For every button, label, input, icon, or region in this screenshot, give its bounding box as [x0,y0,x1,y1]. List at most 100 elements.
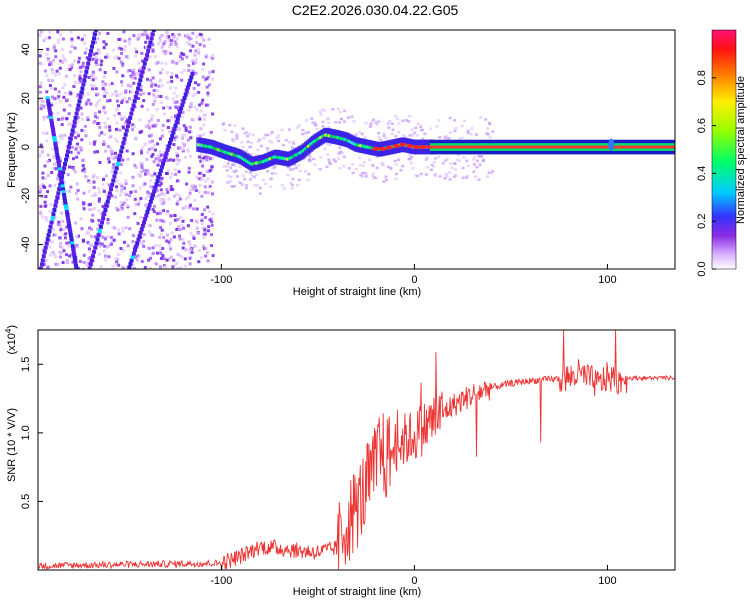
noise-pixel [140,151,143,155]
snr-x-ticks: -100 0 100 [210,565,617,587]
noise-pixel [46,115,50,119]
streak-segment [48,113,53,118]
noise-pixel [168,45,172,49]
noise-pixel [185,197,189,201]
noise-pixel [179,55,182,59]
noise-pixel [91,213,95,217]
noise-pixel [122,201,126,205]
noise-pixel [191,44,195,48]
haze-pixel [419,125,423,128]
haze-pixel [479,116,482,119]
noise-pixel [52,48,56,52]
noise-pixel [187,92,191,96]
haze-pixel [282,187,286,190]
haze-pixel [394,172,398,176]
haze-pixel [434,174,437,178]
streak-segment [68,232,73,237]
noise-pixel [165,258,169,262]
noise-pixel [200,101,204,105]
noise-pixel [48,253,52,257]
haze-pixel [222,165,226,168]
snr-y-tick-label: 0.5 [20,494,32,509]
noise-pixel [89,255,93,259]
noise-pixel [83,41,87,45]
noise-pixel [142,240,145,243]
streak-segment [82,78,87,83]
noise-pixel [209,130,213,134]
haze-pixel [245,149,249,152]
noise-pixel [84,134,88,138]
noise-pixel [153,96,157,100]
noise-pixel [174,115,178,118]
haze-pixel [396,117,400,121]
haze-pixel [242,132,246,135]
noise-pixel [48,61,52,65]
noise-pixel [80,112,84,116]
noise-pixel [208,209,211,213]
noise-pixel [147,120,151,124]
haze-pixel [391,128,395,131]
noise-pixel [48,245,52,249]
noise-pixel [121,74,125,78]
noise-pixel [187,240,191,244]
noise-pixel [203,185,207,189]
haze-pixel [292,142,296,145]
noise-pixel [201,75,205,79]
noise-pixel [60,137,64,141]
haze-pixel [454,168,457,171]
haze-pixel [433,157,437,160]
haze-pixel [327,158,331,161]
haze-pixel [489,172,493,175]
streak-segment [52,139,57,143]
noise-pixel [173,218,177,222]
noise-pixel [149,185,153,189]
noise-pixel [126,215,130,219]
noise-pixel [98,244,102,248]
noise-pixel [190,250,194,254]
haze-pixel [361,175,365,178]
noise-pixel [195,226,199,230]
noise-pixel [98,133,102,137]
streak-segment [36,279,40,283]
streak-segment [97,229,102,233]
noise-pixel [162,106,166,110]
noise-pixel [102,46,106,50]
noise-pixel [181,219,185,223]
noise-pixel [41,100,45,103]
noise-pixel [156,154,160,158]
noise-pixel [91,194,95,198]
noise-pixel [193,92,197,96]
haze-pixel [342,155,346,158]
haze-pixel [475,165,479,169]
noise-pixel [191,69,195,73]
streak-segment [131,251,136,256]
noise-pixel [180,71,184,75]
haze-pixel [361,171,365,175]
noise-pixel [181,238,185,242]
noise-pixel [106,99,109,103]
noise-pixel [159,137,162,141]
haze-pixel [332,158,336,161]
noise-pixel [125,120,129,123]
noise-pixel [59,251,63,255]
haze-pixel [404,135,408,139]
noise-pixel [188,243,192,247]
haze-pixel [466,129,470,133]
noise-pixel [112,238,116,242]
noise-pixel [191,31,195,35]
streak-segment [102,212,107,217]
noise-pixel [129,84,133,88]
noise-pixel [120,47,124,51]
noise-pixel [203,78,207,82]
noise-pixel [38,153,42,157]
noise-pixel [96,150,99,154]
haze-pixel [478,163,482,166]
haze-pixel [444,159,448,162]
noise-pixel [181,206,185,210]
noise-pixel [172,35,176,39]
streak-segment [160,165,164,170]
colorbar-tick-label: 0.0 [696,261,708,276]
noise-pixel [109,235,113,239]
streak-segment [89,48,94,53]
noise-pixel [62,57,66,61]
